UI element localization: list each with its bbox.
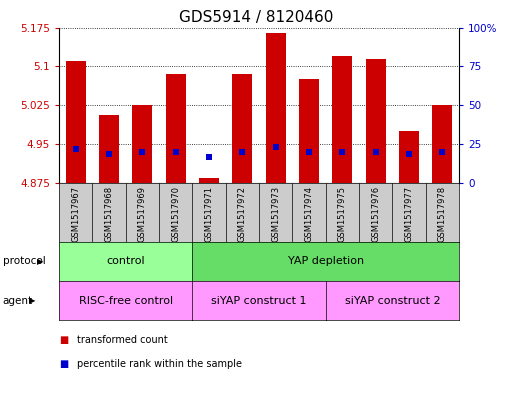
Text: GSM1517971: GSM1517971 bbox=[205, 185, 213, 242]
Text: YAP depletion: YAP depletion bbox=[288, 256, 364, 266]
Bar bbox=[66, 61, 86, 183]
Bar bbox=[232, 74, 252, 183]
Bar bbox=[299, 79, 319, 183]
Text: agent: agent bbox=[3, 296, 33, 306]
Text: GDS5914 / 8120460: GDS5914 / 8120460 bbox=[180, 10, 333, 25]
Bar bbox=[399, 131, 419, 183]
Text: ■: ■ bbox=[59, 335, 68, 345]
Text: siYAP construct 2: siYAP construct 2 bbox=[345, 296, 440, 306]
Text: ▶: ▶ bbox=[37, 257, 44, 266]
Text: GSM1517969: GSM1517969 bbox=[138, 185, 147, 242]
Bar bbox=[266, 33, 286, 183]
Text: GSM1517976: GSM1517976 bbox=[371, 185, 380, 242]
Bar bbox=[99, 116, 119, 183]
Bar bbox=[166, 74, 186, 183]
Text: GSM1517974: GSM1517974 bbox=[305, 185, 313, 242]
Bar bbox=[366, 59, 386, 183]
Text: GSM1517972: GSM1517972 bbox=[238, 185, 247, 242]
Bar bbox=[432, 105, 452, 183]
Text: ▶: ▶ bbox=[29, 296, 35, 305]
Text: GSM1517968: GSM1517968 bbox=[105, 185, 113, 242]
Bar bbox=[332, 56, 352, 183]
Text: ■: ■ bbox=[59, 358, 68, 369]
Text: transformed count: transformed count bbox=[77, 335, 168, 345]
Text: protocol: protocol bbox=[3, 256, 45, 266]
Text: RISC-free control: RISC-free control bbox=[78, 296, 173, 306]
Bar bbox=[132, 105, 152, 183]
Text: GSM1517977: GSM1517977 bbox=[405, 185, 413, 242]
Text: percentile rank within the sample: percentile rank within the sample bbox=[77, 358, 242, 369]
Text: GSM1517967: GSM1517967 bbox=[71, 185, 80, 242]
Text: GSM1517970: GSM1517970 bbox=[171, 185, 180, 242]
Text: GSM1517973: GSM1517973 bbox=[271, 185, 280, 242]
Bar bbox=[199, 178, 219, 183]
Text: GSM1517975: GSM1517975 bbox=[338, 185, 347, 242]
Text: control: control bbox=[106, 256, 145, 266]
Text: GSM1517978: GSM1517978 bbox=[438, 185, 447, 242]
Text: siYAP construct 1: siYAP construct 1 bbox=[211, 296, 307, 306]
